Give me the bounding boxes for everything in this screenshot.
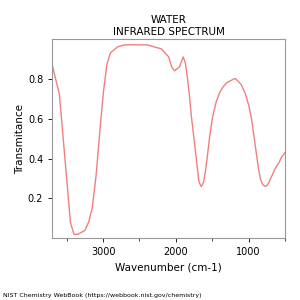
Text: NIST Chemistry WebBook (https://webbook.nist.gov/chemistry): NIST Chemistry WebBook (https://webbook.…	[3, 293, 202, 298]
X-axis label: Wavenumber (cm-1): Wavenumber (cm-1)	[115, 263, 222, 273]
Title: WATER
INFRARED SPECTRUM: WATER INFRARED SPECTRUM	[113, 15, 224, 37]
Y-axis label: Transmitance: Transmitance	[15, 103, 25, 174]
